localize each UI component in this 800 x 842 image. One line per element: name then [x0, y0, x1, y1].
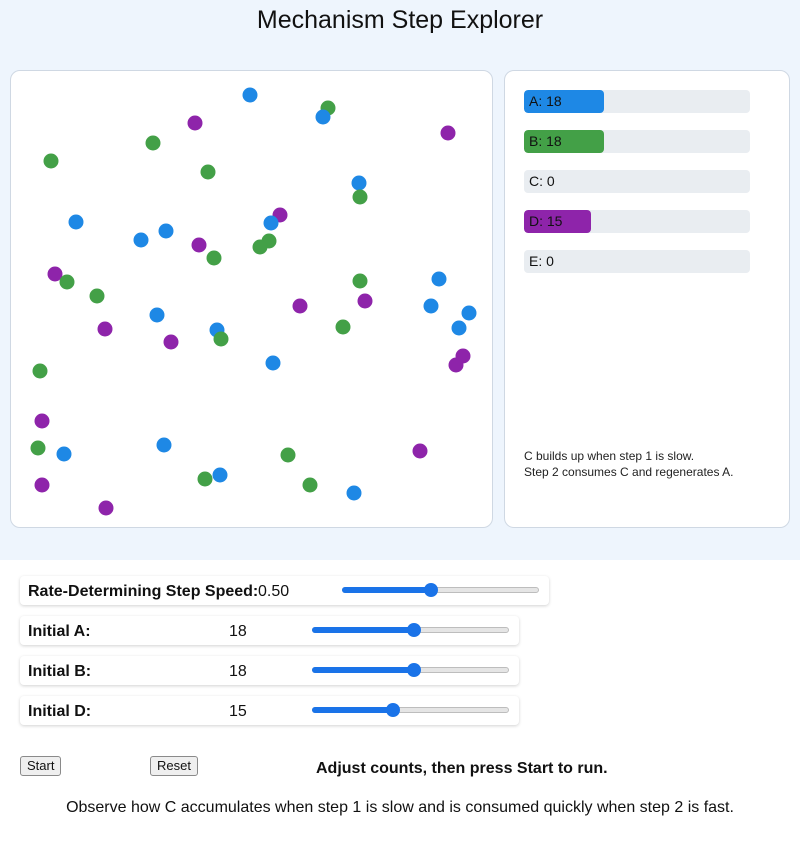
simulation-canvas: [10, 70, 493, 528]
molecule-d: [357, 293, 373, 309]
molecule-a: [315, 109, 331, 125]
count-bar-d-fill: [524, 210, 591, 233]
molecule-b: [89, 288, 105, 304]
molecule-d: [187, 115, 203, 131]
initial-b-slider[interactable]: [312, 663, 509, 677]
initial-b-slider-fill: [312, 667, 415, 673]
mechanism-note: C builds up when step 1 is slow. Step 2 …: [524, 448, 733, 480]
rds-speed-slider[interactable]: [342, 583, 539, 597]
molecule-d: [448, 357, 464, 373]
molecule-a: [68, 214, 84, 230]
particle-field: [30, 87, 477, 516]
molecule-a: [451, 320, 467, 336]
molecule-d: [47, 266, 63, 282]
molecule-d: [292, 298, 308, 314]
molecule-d: [440, 125, 456, 141]
molecule-d: [163, 334, 179, 350]
molecule-a: [158, 223, 174, 239]
initial-a-slider-thumb[interactable]: [407, 623, 422, 637]
molecule-a: [263, 215, 279, 231]
start-button[interactable]: Start: [20, 756, 62, 776]
molecule-b: [335, 319, 351, 335]
molecule-a: [423, 298, 439, 314]
molecule-b: [145, 135, 161, 151]
molecule-b: [280, 447, 296, 463]
molecule-b: [213, 331, 229, 347]
species-count-panel: A: 18 B: 18 C: 0 D: 15 E: 0 C builds up …: [504, 70, 790, 528]
molecule-b: [197, 471, 213, 487]
initial-a-slider-fill: [312, 627, 415, 633]
count-bar-c-label: C: 0: [529, 173, 555, 189]
molecule-a: [351, 175, 367, 191]
molecule-a: [346, 485, 362, 501]
count-bar-b-fill: [524, 130, 604, 153]
molecule-a: [133, 232, 149, 248]
initial-a-control: Initial A: 18: [20, 616, 519, 645]
molecule-a: [461, 305, 477, 321]
molecule-d: [191, 237, 207, 253]
rds-speed-control: Rate-Determining Step Speed: 0.50: [20, 576, 549, 605]
initial-b-slider-thumb[interactable]: [407, 663, 422, 677]
molecule-a: [212, 467, 228, 483]
rds-speed-slider-thumb[interactable]: [423, 583, 438, 597]
initial-b-value: 18: [229, 663, 247, 680]
molecule-b: [206, 250, 222, 266]
molecule-d: [34, 413, 50, 429]
initial-d-slider-thumb[interactable]: [385, 703, 400, 717]
footer-caption: Observe how C accumulates when step 1 is…: [66, 799, 734, 816]
initial-d-control: Initial D: 15: [20, 696, 519, 725]
count-bar-e-label: E: 0: [529, 253, 554, 269]
molecule-b: [32, 363, 48, 379]
count-bar-a-label: A: 18: [529, 93, 562, 109]
reset-button[interactable]: Reset: [150, 756, 198, 776]
molecule-d: [34, 477, 50, 493]
molecule-a: [156, 437, 172, 453]
initial-a-slider[interactable]: [312, 623, 509, 637]
molecule-a: [242, 87, 258, 103]
molecule-a: [431, 271, 447, 287]
molecule-d: [98, 500, 114, 516]
initial-d-slider-fill: [312, 707, 393, 713]
initial-a-label: Initial A:: [28, 623, 91, 640]
molecule-d: [412, 443, 428, 459]
count-bar-b-label: B: 18: [529, 133, 562, 149]
initial-d-label: Initial D:: [28, 703, 92, 720]
molecule-b: [352, 189, 368, 205]
count-bar-d: D: 15: [524, 210, 750, 233]
count-bar-d-label: D: 15: [529, 213, 563, 229]
initial-b-control: Initial B: 18: [20, 656, 519, 685]
molecule-b: [252, 239, 268, 255]
molecule-b: [302, 477, 318, 493]
rds-speed-slider-fill: [342, 587, 431, 593]
molecule-b: [352, 273, 368, 289]
molecule-b: [43, 153, 59, 169]
initial-d-value: 15: [229, 703, 247, 720]
molecule-a: [149, 307, 165, 323]
count-bar-a: A: 18: [524, 90, 750, 113]
mechanism-note-line-1: C builds up when step 1 is slow.: [524, 449, 695, 463]
rds-speed-value: 0.50: [258, 583, 290, 600]
status-message: Adjust counts, then press Start to run.: [316, 760, 608, 777]
mechanism-note-line-2: Step 2 consumes C and regenerates A.: [524, 465, 734, 479]
molecule-a: [265, 355, 281, 371]
count-bar-c: C: 0: [524, 170, 750, 193]
molecule-b: [30, 440, 46, 456]
page-title: Mechanism Step Explorer: [256, 6, 544, 34]
count-bar-e: E: 0: [524, 250, 750, 273]
molecule-d: [97, 321, 113, 337]
initial-a-value: 18: [229, 623, 247, 640]
count-bar-b: B: 18: [524, 130, 750, 153]
initial-d-slider[interactable]: [312, 703, 509, 717]
molecule-a: [56, 446, 72, 462]
rds-speed-label: Rate-Determining Step Speed:: [28, 583, 259, 600]
count-bar-a-fill: [524, 90, 604, 113]
molecule-b: [59, 274, 75, 290]
molecule-b: [200, 164, 216, 180]
initial-b-label: Initial B:: [28, 663, 92, 680]
